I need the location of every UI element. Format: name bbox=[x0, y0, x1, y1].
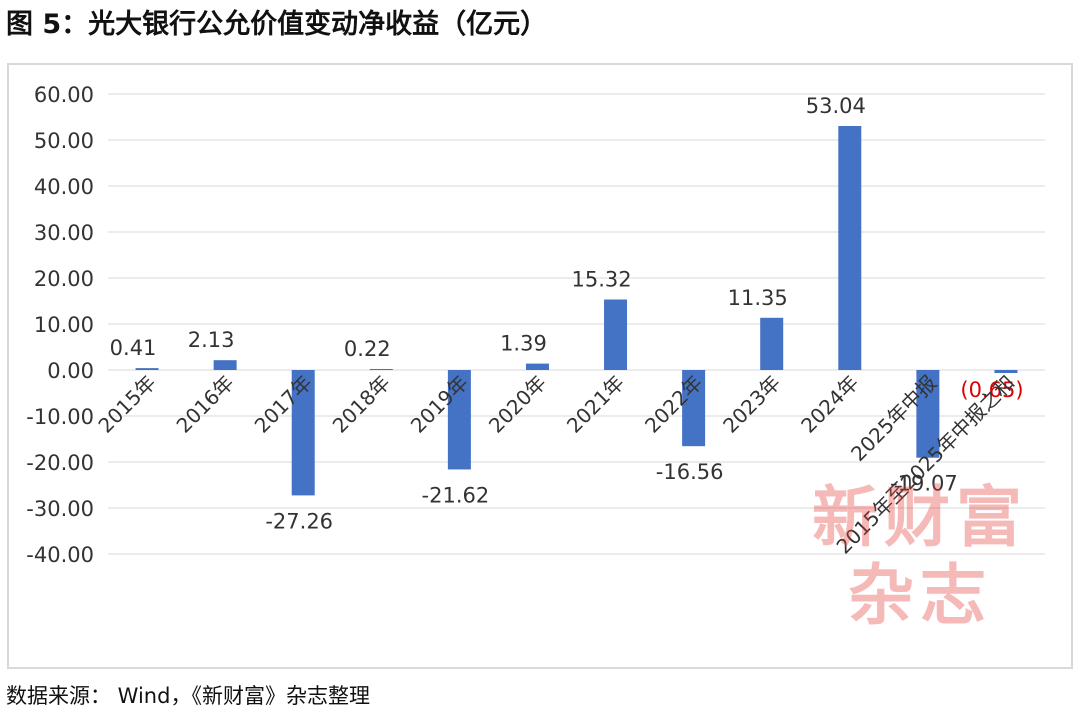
y-tick-label: -20.00 bbox=[26, 451, 94, 475]
y-tick-label: 60.00 bbox=[34, 83, 94, 107]
x-tick-label: 2016年 bbox=[172, 371, 239, 438]
bar bbox=[525, 363, 549, 370]
y-tick-label: 20.00 bbox=[34, 267, 94, 291]
y-tick-label: -30.00 bbox=[26, 497, 94, 521]
x-tick-label: 2020年 bbox=[484, 371, 551, 438]
data-label: (0.65) bbox=[960, 378, 1023, 402]
data-label: -27.26 bbox=[265, 509, 333, 533]
bar bbox=[213, 360, 237, 370]
y-tick-label: -10.00 bbox=[26, 405, 94, 429]
chart-title: 图 5：光大银行公允价值变动净收益（亿元） bbox=[6, 9, 548, 40]
bar bbox=[760, 317, 784, 370]
y-tick-label: 0.00 bbox=[47, 359, 94, 383]
bar bbox=[291, 370, 315, 496]
data-label: 53.04 bbox=[806, 94, 866, 118]
gridlines bbox=[108, 93, 1045, 555]
y-axis-ticks: 60.00 50.00 40.00 30.00 20.00 10.00 0.00 -10.00… bbox=[26, 83, 94, 567]
y-tick-label: 10.00 bbox=[34, 313, 94, 337]
x-tick-label: 2018年 bbox=[328, 371, 395, 438]
bar bbox=[447, 370, 471, 470]
y-tick-label: -40.00 bbox=[26, 543, 94, 567]
y-tick-label: 30.00 bbox=[34, 221, 94, 245]
data-label: -21.62 bbox=[422, 483, 490, 507]
x-tick-label: 2015年 bbox=[93, 371, 160, 438]
data-label: 15.32 bbox=[571, 268, 631, 292]
y-tick-label: 40.00 bbox=[34, 175, 94, 199]
bars bbox=[135, 126, 1018, 496]
data-label: 11.35 bbox=[728, 286, 788, 310]
data-label: 2.13 bbox=[188, 328, 235, 352]
source-note: 数据来源： Wind，《新财富》杂志整理 bbox=[6, 684, 370, 708]
bar bbox=[369, 368, 393, 370]
data-label: 1.39 bbox=[500, 332, 547, 356]
bar bbox=[838, 126, 862, 371]
data-label: 0.22 bbox=[344, 337, 391, 361]
data-labels: 0.41 2.13 -27.26 0.22 -21.62 1.39 15.32 -16.56 1… bbox=[110, 94, 1024, 533]
data-label: -19.07 bbox=[890, 472, 958, 496]
x-tick-label: 2023年 bbox=[718, 371, 785, 438]
data-label: -16.56 bbox=[656, 460, 724, 484]
bar bbox=[135, 368, 159, 370]
x-axis-ticks: 2015年 2016年 2017年 2018年 2019年 2020年 2021年 2022年… bbox=[93, 371, 1019, 559]
data-label: 0.41 bbox=[110, 336, 157, 360]
bar bbox=[682, 370, 706, 447]
x-tick-label: 2024年 bbox=[796, 371, 863, 438]
bar bbox=[916, 370, 940, 458]
x-tick-label: 2021年 bbox=[562, 371, 629, 438]
bar bbox=[604, 299, 628, 370]
bar bbox=[994, 370, 1018, 373]
y-tick-label: 50.00 bbox=[34, 129, 94, 153]
